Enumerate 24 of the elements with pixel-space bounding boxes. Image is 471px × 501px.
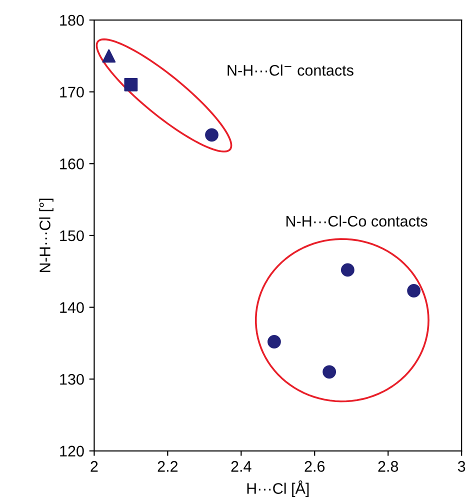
point <box>205 128 218 142</box>
point <box>407 284 421 298</box>
point <box>124 78 138 92</box>
y-tick-label: 170 <box>60 86 84 98</box>
y-tick-label: 180 <box>60 14 84 26</box>
point <box>340 263 354 277</box>
x-tick-label: 2.6 <box>304 461 325 472</box>
point <box>102 49 116 63</box>
y-tick-label: 150 <box>60 230 84 242</box>
y-tick-label: 160 <box>60 158 84 170</box>
annotation: N-H···Cl$^{−}$ contacts <box>228 64 354 76</box>
y-tick-label: 130 <box>60 374 84 385</box>
annotation: N-H···Cl-Co contacts <box>286 215 428 227</box>
x-tick-label: 3 <box>458 461 466 472</box>
x-axis-title: H···Cl [Å] <box>247 480 309 497</box>
point <box>322 365 336 379</box>
y-axis-title: N-H···Cl [°] <box>39 198 54 272</box>
y-tick-label: 140 <box>60 302 84 313</box>
y-tick-label: 120 <box>60 446 84 457</box>
point <box>268 335 281 348</box>
x-tick-label: 2 <box>90 461 98 472</box>
x-tick-label: 2.8 <box>378 461 398 472</box>
x-tick-label: 2.2 <box>158 461 178 472</box>
x-tick-label: 2.4 <box>231 461 252 472</box>
